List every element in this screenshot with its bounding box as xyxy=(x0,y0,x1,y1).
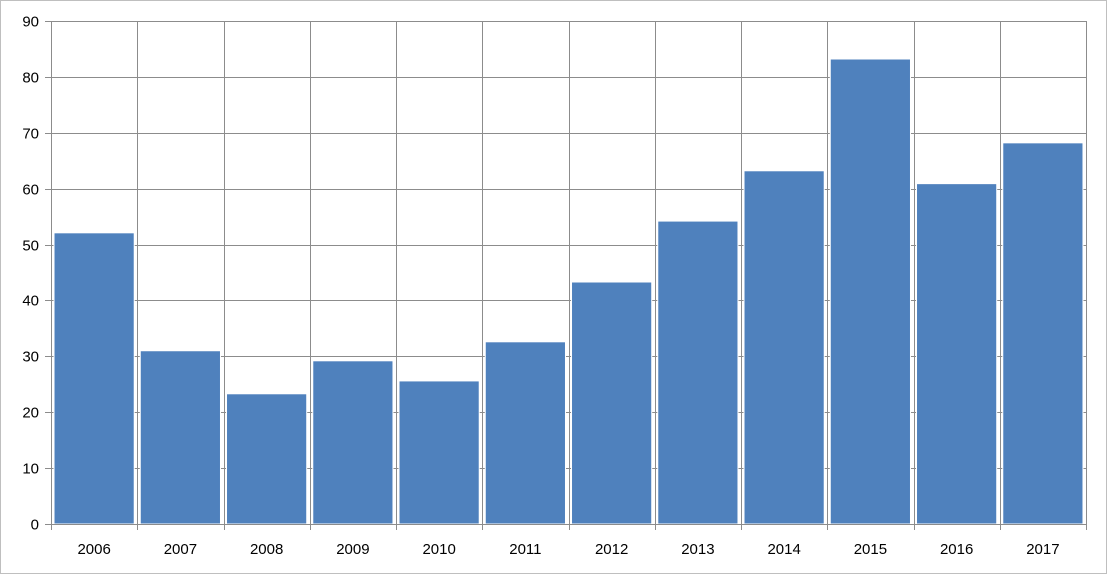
bar-2007 xyxy=(139,350,221,525)
bar-2014 xyxy=(743,170,825,525)
bar-2012 xyxy=(571,281,653,525)
bar-2015 xyxy=(829,58,911,525)
bar-2006 xyxy=(53,232,135,525)
bar-layer xyxy=(53,58,1084,525)
x-tick-label: 2006 xyxy=(77,541,110,558)
x-tick-labels: 2006 2007 2008 2009 2010 2011 2012 2013 2014 2015… xyxy=(77,541,1059,558)
bar-2009 xyxy=(312,360,394,525)
y-tick-label: 0 xyxy=(31,517,39,534)
y-tick-label: 90 xyxy=(22,14,39,31)
y-tick-label: 50 xyxy=(22,238,39,255)
y-tick-label: 70 xyxy=(22,126,39,143)
y-tick-label: 30 xyxy=(22,349,39,366)
y-tick-label: 80 xyxy=(22,70,39,87)
x-tick-label: 2008 xyxy=(250,541,283,558)
y-tick-labels: 0 10 20 30 40 50 60 70 80 90 xyxy=(22,14,39,534)
x-tick-label: 2009 xyxy=(336,541,369,558)
bar-2008 xyxy=(226,393,308,525)
x-tick-label: 2007 xyxy=(164,541,197,558)
y-tick-label: 60 xyxy=(22,182,39,199)
y-tick-label: 40 xyxy=(22,293,39,310)
x-tick-label: 2016 xyxy=(940,541,973,558)
axis-layer xyxy=(51,21,1086,525)
x-tick-label: 2015 xyxy=(854,541,887,558)
bar-2011 xyxy=(484,341,566,525)
y-tick-label: 10 xyxy=(22,461,39,478)
x-tick-label: 2014 xyxy=(767,541,800,558)
bar-2013 xyxy=(657,220,739,525)
bar-2017 xyxy=(1002,142,1084,525)
x-tick-label: 2017 xyxy=(1026,541,1059,558)
x-tick-label: 2013 xyxy=(681,541,714,558)
bar-2010 xyxy=(398,380,480,525)
x-tick-label: 2010 xyxy=(422,541,455,558)
x-tick-label: 2011 xyxy=(509,541,541,558)
bar-2016 xyxy=(916,183,998,525)
y-tick-label: 20 xyxy=(22,405,39,422)
x-tick-label: 2012 xyxy=(595,541,628,558)
